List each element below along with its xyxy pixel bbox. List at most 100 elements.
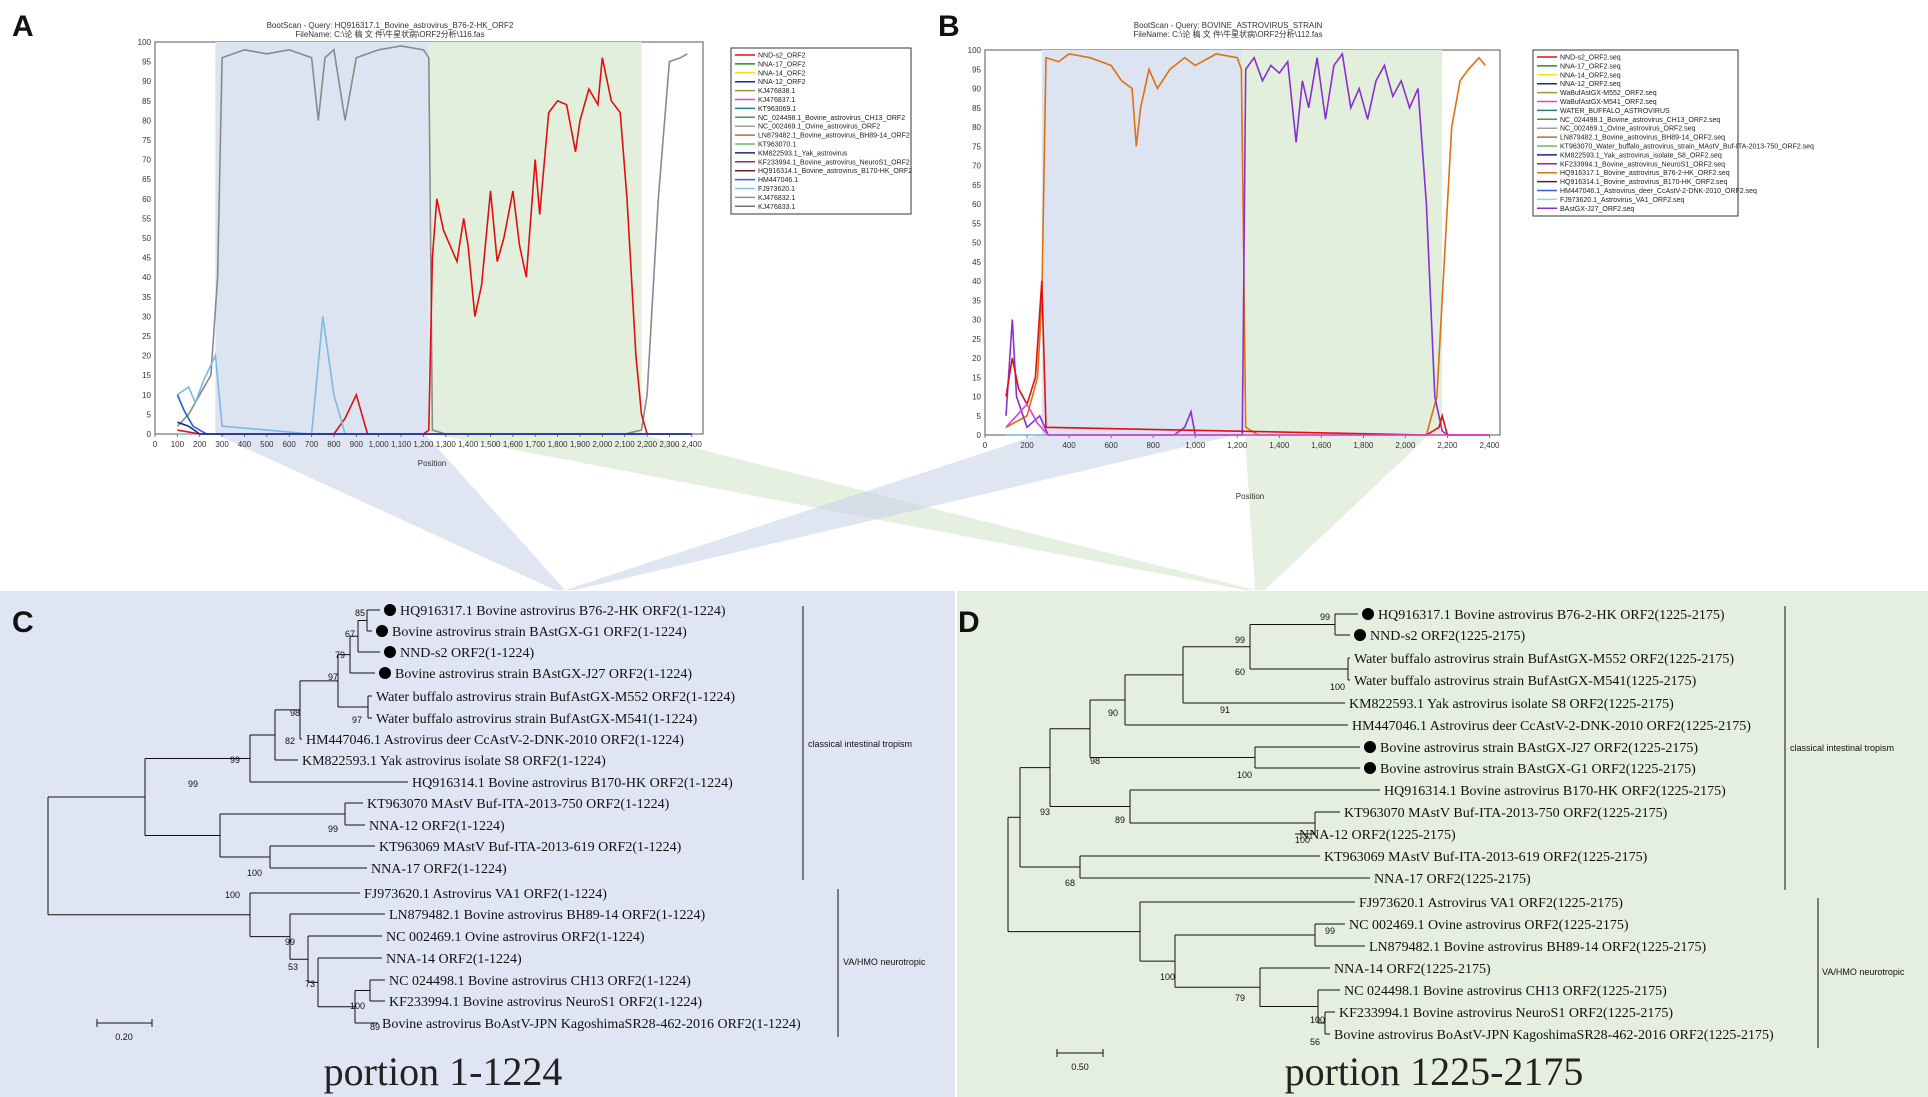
- plot-b-xtick: 1,000: [1185, 441, 1206, 450]
- plot-b-region-blue: [1041, 50, 1243, 435]
- plot-b-series-line: [1005, 402, 1490, 436]
- legend-a-entry: NC_002469.1_Ovine_astrovirus_ORF2: [758, 124, 880, 131]
- plot-b-ytick: 50: [972, 239, 981, 248]
- plot-b-ytick: 40: [972, 277, 981, 286]
- plot-b-xtick: 1,400: [1269, 441, 1290, 450]
- tree-d-bootstrap: 89: [1115, 815, 1125, 825]
- tree-c-taxon-label: HQ916317.1 Bovine astrovirus B76-2-HK OR…: [400, 604, 726, 619]
- plot-a-xtick: 2,400: [682, 440, 703, 449]
- plot-a-filename: FileName: C:\论 稿 文 件\牛星状病\ORF2分析\116.fas: [295, 29, 484, 39]
- legend-b-entry: WaBufAstGX-M552_ORF2.seq: [1560, 90, 1657, 97]
- tree-d-taxon-label: HQ916317.1 Bovine astrovirus B76-2-HK OR…: [1378, 608, 1725, 623]
- legend-b-entry: HQ916314.1_Bovine_astrovirus_B170-HK_ORF…: [1560, 179, 1727, 186]
- plot-a-region-blue: [215, 42, 429, 434]
- plot-b-series-line: [1005, 53, 1486, 436]
- phylo-tree-c: HQ916317.1 Bovine astrovirus B76-2-HK OR…: [47, 604, 801, 1032]
- plot-a-xtick: 1,200: [413, 440, 434, 449]
- tree-d-bootstrap: 93: [1040, 807, 1050, 817]
- legend-a-entry: KF233994.1_Bovine_astrovirus_NeuroS1_ORF…: [758, 159, 910, 166]
- tree-c-bootstrap: 97: [328, 672, 338, 682]
- tree-d-taxon-label: Water buffalo astrovirus strain BufAstGX…: [1354, 674, 1697, 689]
- legend-b-entry: NNA-17_ORF2.seq: [1560, 63, 1621, 70]
- plot-a-xtick: 600: [283, 440, 297, 449]
- plot-a-xtick: 1,000: [369, 440, 390, 449]
- tree-c-taxon-label: KT963069 MAstV Buf-ITA-2013-619 ORF2(1-1…: [379, 840, 682, 855]
- plot-b-region-green: [1242, 50, 1443, 435]
- plot-a-xtick: 1,800: [548, 440, 569, 449]
- clade-label-c1: classical intestinal tropism: [808, 739, 912, 749]
- legend-b-entry: HQ916317.1_Bovine_astrovirus_B76-2-HK_OR…: [1560, 170, 1730, 177]
- tree-c-marker-dot: [376, 625, 388, 637]
- tree-c-taxon-label: Bovine astrovirus BoAstV-JPN KagoshimaSR…: [382, 1017, 801, 1032]
- plot-b-ytick: 60: [972, 200, 981, 209]
- legend-b-entry: HM447046.1_Astrovirus_deer_CcAstV-2-DNK-…: [1560, 188, 1757, 195]
- scale-label-c: 0.20: [115, 1032, 133, 1042]
- legend-b-entry: NC_024498.1_Bovine_astrovirus_CH13_ORF2.…: [1560, 117, 1720, 124]
- legend-b-entry: LN879482.1_Bovine_astrovirus_BH89-14_ORF…: [1560, 135, 1725, 142]
- tree-d-marker-dot: [1362, 608, 1374, 620]
- tree-d-bootstrap: 100: [1295, 835, 1310, 845]
- plot-a-ytick: 60: [142, 195, 151, 204]
- tree-c-taxon-label: NC 024498.1 Bovine astrovirus CH13 ORF2(…: [389, 974, 691, 989]
- legend-b-entry: NC_002469.1_Ovine_astrovirus_ORF2.seq: [1560, 126, 1696, 133]
- tree-c-bootstrap: 73: [305, 979, 315, 989]
- plot-b-ytick: 5: [977, 412, 982, 421]
- plot-a-ytick: 80: [142, 116, 151, 125]
- legend-a-entry: NC_024498.1_Bovine_astrovirus_CH13_ORF2: [758, 115, 905, 122]
- legend-b-entry: WaBufAstGX-M541_ORF2.seq: [1560, 99, 1657, 106]
- tree-c-bootstrap: 99: [328, 824, 338, 834]
- plot-a-xtick: 2,200: [637, 440, 658, 449]
- tree-c-bootstrap: 82: [285, 736, 295, 746]
- plot-a-xtick: 500: [260, 440, 274, 449]
- plot-a-xtick: 1,500: [480, 440, 501, 449]
- legend-a-entry: FJ973620.1: [758, 186, 795, 193]
- tree-d-taxon-label: NC 024498.1 Bovine astrovirus CH13 ORF2(…: [1344, 984, 1667, 999]
- bootscan-plot-b: BootScan - Query: BOVINE_ASTROVIRUS_STRA…: [968, 21, 1501, 501]
- plot-a-xtick: 0: [153, 440, 158, 449]
- plot-b-ytick: 30: [972, 316, 981, 325]
- bootscan-plot-a: BootScan - Query: HQ916317.1_Bovine_astr…: [138, 21, 704, 468]
- tree-d-marker-dot: [1364, 762, 1376, 774]
- tree-c-taxon-label: KM822593.1 Yak astrovirus isolate S8 ORF…: [302, 754, 606, 769]
- plot-a-ytick: 95: [142, 58, 151, 67]
- plot-a-xtick: 1,300: [436, 440, 457, 449]
- plot-b-xtick: 2,400: [1479, 441, 1500, 450]
- scale-label-d: 0.50: [1071, 1062, 1089, 1072]
- plot-b-xtick: 2,000: [1395, 441, 1416, 450]
- plot-b-ytick: 100: [968, 46, 982, 55]
- tree-c-bootstrap: 100: [247, 868, 262, 878]
- tree-c-bootstrap: 53: [288, 962, 298, 972]
- tree-c-bootstrap: 79: [335, 650, 345, 660]
- plot-a-series-line: [177, 421, 692, 435]
- tree-d-taxon-label: LN879482.1 Bovine astrovirus BH89-14 ORF…: [1369, 940, 1706, 955]
- plot-a-xtick: 900: [350, 440, 364, 449]
- legend-b-entry: FJ973620.1_Astrovirus_VA1_ORF2.seq: [1560, 197, 1684, 204]
- plot-a-ytick: 20: [142, 352, 151, 361]
- legend-a-entry: KJ476832.1: [758, 195, 795, 202]
- plot-a-xtick: 300: [215, 440, 229, 449]
- legend-a-entry: LN879482.1_Bovine_astrovirus_BH89-14_ORF…: [758, 133, 910, 140]
- plot-a-series-line: [177, 57, 681, 435]
- tree-c-taxon-label: NNA-17 ORF2(1-1224): [371, 862, 507, 877]
- tree-d-taxon-label: NND-s2 ORF2(1225-2175): [1370, 629, 1526, 644]
- portion-label-d: portion 1225-2175: [1285, 1049, 1584, 1094]
- plot-a-xlabel: Position: [418, 459, 446, 468]
- plot-a-xtick: 1,700: [525, 440, 546, 449]
- panel-label-d: D: [958, 606, 980, 639]
- legend-b-entry: NNA-14_ORF2.seq: [1560, 72, 1621, 79]
- plot-a-ytick: 25: [142, 332, 151, 341]
- tree-c-taxon-label: Bovine astrovirus strain BAstGX-J27 ORF2…: [395, 667, 692, 682]
- tree-d-bootstrap: 99: [1320, 612, 1330, 622]
- plot-b-xtick: 1,600: [1311, 441, 1332, 450]
- tree-c-taxon-label: HQ916314.1 Bovine astrovirus B170-HK ORF…: [412, 776, 733, 791]
- tree-d-taxon-label: KF233994.1 Bovine astrovirus NeuroS1 ORF…: [1339, 1006, 1673, 1021]
- tree-d-bootstrap: 100: [1237, 770, 1252, 780]
- plot-b-xtick: 400: [1062, 441, 1076, 450]
- legend-b-entry: KM822593.1_Yak_astrovirus_isolate_S8_ORF…: [1560, 152, 1722, 159]
- tree-d-bootstrap: 56: [1310, 1037, 1320, 1047]
- tree-d-bootstrap: 68: [1065, 878, 1075, 888]
- plot-a-ytick: 30: [142, 312, 151, 321]
- tree-c-taxon-label: NNA-14 ORF2(1-1224): [386, 952, 522, 967]
